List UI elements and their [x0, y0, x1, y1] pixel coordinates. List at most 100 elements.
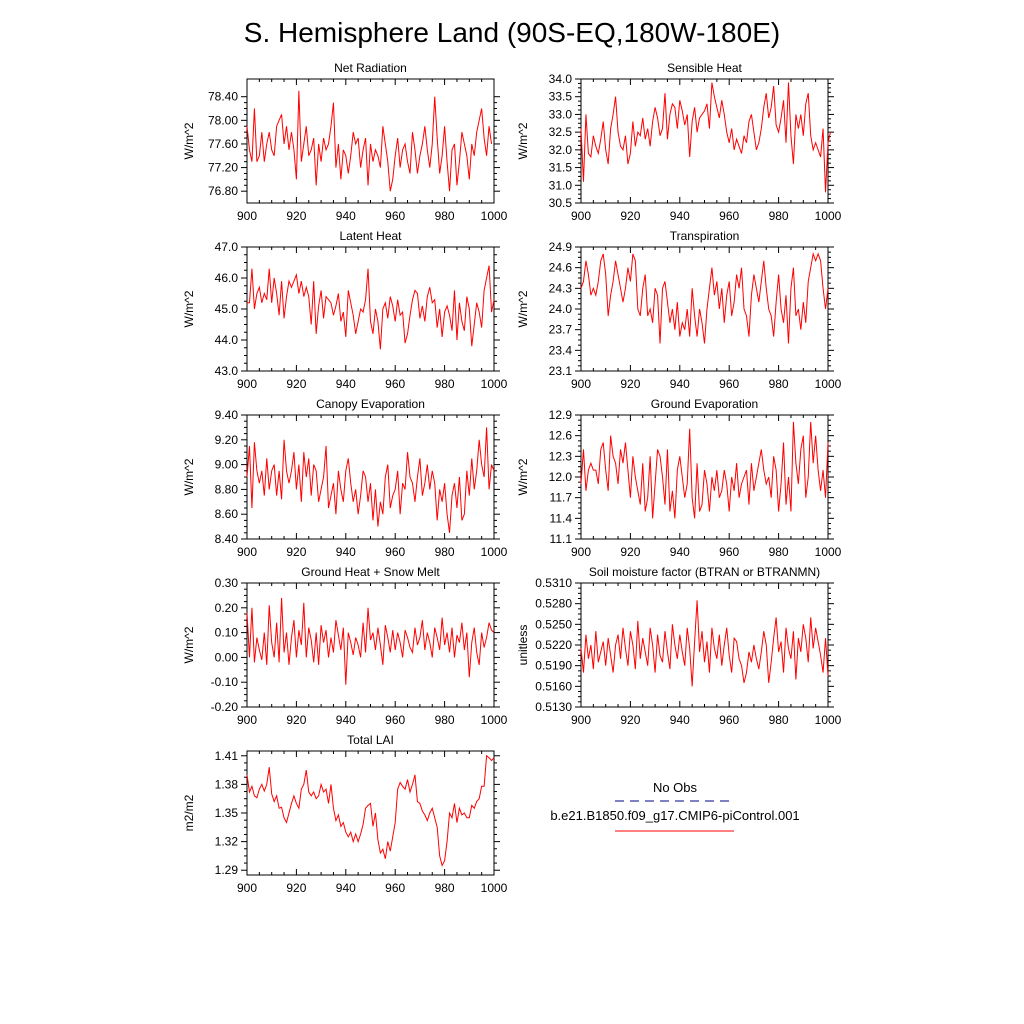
x-tick-label: 1000 — [481, 713, 508, 727]
x-tick-label: 900 — [571, 545, 591, 559]
panel-title: Sensible Heat — [667, 61, 742, 75]
x-tick-label: 1000 — [481, 377, 508, 391]
chart-panel: Ground Heat + Snow Melt W/m^2 900 920 940 960… — [182, 565, 508, 727]
panel-title: Ground Heat + Snow Melt — [301, 565, 440, 579]
x-tick-label: 940 — [670, 377, 690, 391]
y-axis-label: unitless — [516, 625, 530, 666]
y-axis-label: m2/m2 — [182, 794, 196, 831]
y-axis-label: W/m^2 — [182, 626, 196, 663]
y-tick-label: 9.40 — [215, 408, 239, 422]
y-tick-label: 12.0 — [549, 470, 573, 484]
x-tick-label: 960 — [719, 377, 739, 391]
y-tick-label: 0.10 — [215, 626, 239, 640]
y-axis-label: W/m^2 — [516, 122, 530, 159]
figure-title: S. Hemisphere Land (90S-EQ,180W-180E) — [244, 17, 780, 48]
y-tick-label: 24.9 — [549, 240, 573, 254]
x-tick-label: 960 — [385, 377, 405, 391]
x-tick-label: 980 — [435, 881, 455, 895]
y-tick-label: 31.5 — [549, 161, 573, 175]
x-tick-label: 980 — [435, 545, 455, 559]
series-line — [246, 90, 493, 192]
legend-model-label: b.e21.B1850.f09_g17.CMIP6-piControl.001 — [550, 808, 799, 823]
y-tick-label: 0.5220 — [535, 638, 572, 652]
y-tick-label: 45.0 — [215, 302, 239, 316]
y-tick-label: 1.41 — [215, 749, 239, 763]
y-tick-label: 43.0 — [215, 364, 239, 378]
x-tick-label: 900 — [237, 209, 257, 223]
y-tick-label: 78.40 — [208, 90, 238, 104]
y-tick-label: 31.0 — [549, 178, 573, 192]
chart-panel: Total LAI m2/m2 900 920 940 960 980 1000 1.29 1.3… — [182, 733, 508, 895]
x-tick-label: 920 — [620, 377, 640, 391]
x-tick-label: 1000 — [815, 209, 842, 223]
x-tick-label: 960 — [719, 713, 739, 727]
x-tick-label: 900 — [237, 881, 257, 895]
panel-title: Net Radiation — [334, 61, 407, 75]
y-tick-label: 11.1 — [550, 532, 573, 546]
y-tick-label: -0.20 — [211, 700, 239, 714]
legend: No Obs b.e21.B1850.f09_g17.CMIP6-piContr… — [550, 780, 800, 832]
x-tick-label: 960 — [385, 881, 405, 895]
series-line — [246, 754, 495, 867]
x-tick-label: 1000 — [815, 713, 842, 727]
chart-panel: Canopy Evaporation W/m^2 900 920 940 960 980 10… — [182, 397, 508, 559]
y-axis-label: W/m^2 — [516, 458, 530, 495]
series-line — [580, 82, 831, 193]
y-tick-label: 1.29 — [215, 863, 239, 877]
y-tick-label: 24.3 — [549, 281, 573, 295]
y-tick-label: 23.1 — [549, 364, 573, 378]
x-tick-label: 940 — [336, 713, 356, 727]
x-tick-label: 1000 — [815, 377, 842, 391]
x-tick-label: 940 — [670, 713, 690, 727]
y-tick-label: 1.38 — [215, 777, 239, 791]
x-tick-label: 920 — [286, 881, 306, 895]
y-tick-label: 8.80 — [215, 482, 239, 496]
panel-title: Canopy Evaporation — [316, 397, 425, 411]
x-tick-label: 920 — [620, 209, 640, 223]
x-tick-label: 980 — [435, 377, 455, 391]
x-tick-label: 900 — [571, 209, 591, 223]
y-tick-label: 77.60 — [208, 137, 238, 151]
y-tick-label: 30.5 — [549, 196, 573, 210]
x-tick-label: 900 — [237, 545, 257, 559]
panel-title: Total LAI — [347, 733, 394, 747]
x-tick-label: 900 — [571, 377, 591, 391]
y-tick-label: 0.5190 — [535, 659, 572, 673]
x-tick-label: 960 — [385, 545, 405, 559]
panel-title: Latent Heat — [339, 229, 402, 243]
y-tick-label: 0.00 — [215, 650, 239, 664]
x-tick-label: 980 — [769, 377, 789, 391]
plot-frame — [246, 750, 495, 876]
y-tick-label: 24.0 — [549, 302, 573, 316]
x-tick-label: 960 — [719, 209, 739, 223]
y-tick-label: 32.5 — [549, 125, 573, 139]
x-tick-label: 1000 — [815, 545, 842, 559]
chart-panel: Latent Heat W/m^2 900 920 940 960 980 1000 43.0 4… — [182, 229, 508, 391]
x-tick-label: 900 — [237, 377, 257, 391]
panels: Net Radiation W/m^2 900 920 940 960 980 1000 76.… — [182, 61, 842, 895]
panel-title: Transpiration — [670, 229, 740, 243]
series-line — [247, 265, 495, 350]
x-tick-label: 1000 — [481, 881, 508, 895]
y-tick-label: 24.6 — [549, 261, 573, 275]
y-tick-label: 0.5130 — [535, 700, 572, 714]
x-tick-label: 1000 — [481, 209, 508, 223]
panel-title: Soil moisture factor (BTRAN or BTRANMN) — [589, 565, 820, 579]
y-axis-label: W/m^2 — [182, 122, 196, 159]
x-tick-label: 940 — [670, 545, 690, 559]
x-tick-label: 940 — [336, 545, 356, 559]
panel-title: Ground Evaporation — [651, 397, 758, 411]
x-tick-label: 920 — [286, 545, 306, 559]
y-tick-label: 1.32 — [215, 835, 239, 849]
series-line — [246, 427, 495, 533]
x-tick-label: 920 — [286, 209, 306, 223]
y-tick-label: 0.5310 — [535, 576, 572, 590]
y-tick-label: 76.80 — [208, 184, 238, 198]
y-tick-label: 0.5250 — [535, 617, 572, 631]
y-tick-label: 23.4 — [549, 343, 573, 357]
chart-panel: Net Radiation W/m^2 900 920 940 960 980 1000 76.… — [182, 61, 508, 223]
y-tick-label: 9.20 — [215, 433, 239, 447]
series-line — [580, 251, 829, 344]
series-line — [580, 421, 829, 519]
